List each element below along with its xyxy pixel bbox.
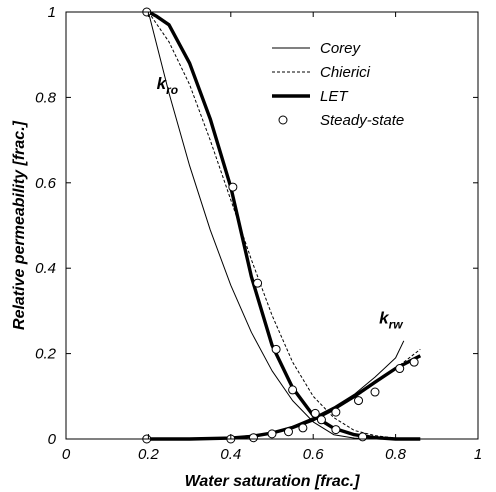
legend-label-corey: Corey (320, 40, 362, 57)
point-steady-state-krw (331, 407, 341, 417)
y-tick-label: 1 (48, 4, 56, 21)
point-steady-state-kro (310, 408, 320, 418)
x-tick-label: 0.4 (220, 446, 241, 463)
y-tick-label: 0.2 (35, 346, 57, 363)
point-steady-state-krw (283, 427, 293, 437)
x-tick-label: 1 (474, 446, 482, 463)
y-tick-label: 0.6 (35, 175, 57, 192)
legend: Corey Chierici LET Steady-state (272, 40, 404, 129)
x-tick-label: 0.6 (303, 446, 325, 463)
point-steady-state-krw (370, 387, 380, 397)
x-tick-label: 0.2 (138, 446, 160, 463)
y-tick-label: 0 (48, 431, 57, 448)
legend-label-let: LET (320, 88, 349, 105)
point-steady-state-kro (358, 432, 368, 442)
x-axis-label: Water saturation [frac.] (185, 473, 361, 490)
annotation-krw: krw (379, 309, 403, 332)
y-tick-label: 0.4 (35, 260, 56, 277)
point-steady-state-kro (253, 278, 263, 288)
line-let-kro (147, 10, 421, 441)
point-steady-state-krw (298, 423, 308, 433)
point-steady-state-krw (267, 429, 277, 439)
plot-frame (65, 11, 479, 440)
point-steady-state-krw (395, 364, 405, 374)
y-axis-label: Relative permeability [frac.] (11, 120, 28, 330)
x-tick-label: 0.8 (385, 446, 407, 463)
point-steady-state-krw (316, 415, 326, 425)
x-tick-label: 0 (62, 446, 71, 463)
legend-label-chierici: Chierici (320, 64, 371, 81)
annotations: kro krw (157, 74, 404, 332)
point-steady-state-krw (409, 357, 419, 367)
point-steady-state-kro (288, 385, 298, 395)
legend-marker-steady-state (278, 115, 288, 125)
point-steady-state-kro (331, 425, 341, 435)
legend-label-steady-state: Steady-state (320, 112, 404, 129)
annotation-kro: kro (157, 74, 178, 97)
line-corey-kro (147, 11, 376, 440)
y-tick-label: 0.8 (35, 89, 57, 106)
point-steady-state-kro (228, 182, 238, 192)
tick-layer: 0 0.2 0.4 0.6 0.8 1 0 0.2 0.4 0.6 0.8 1 (35, 4, 482, 463)
point-steady-state-krw (354, 396, 364, 406)
point-steady-state-kro (271, 344, 281, 354)
point-steady-state-krw (248, 433, 258, 443)
line-chierici-kro (147, 11, 417, 440)
